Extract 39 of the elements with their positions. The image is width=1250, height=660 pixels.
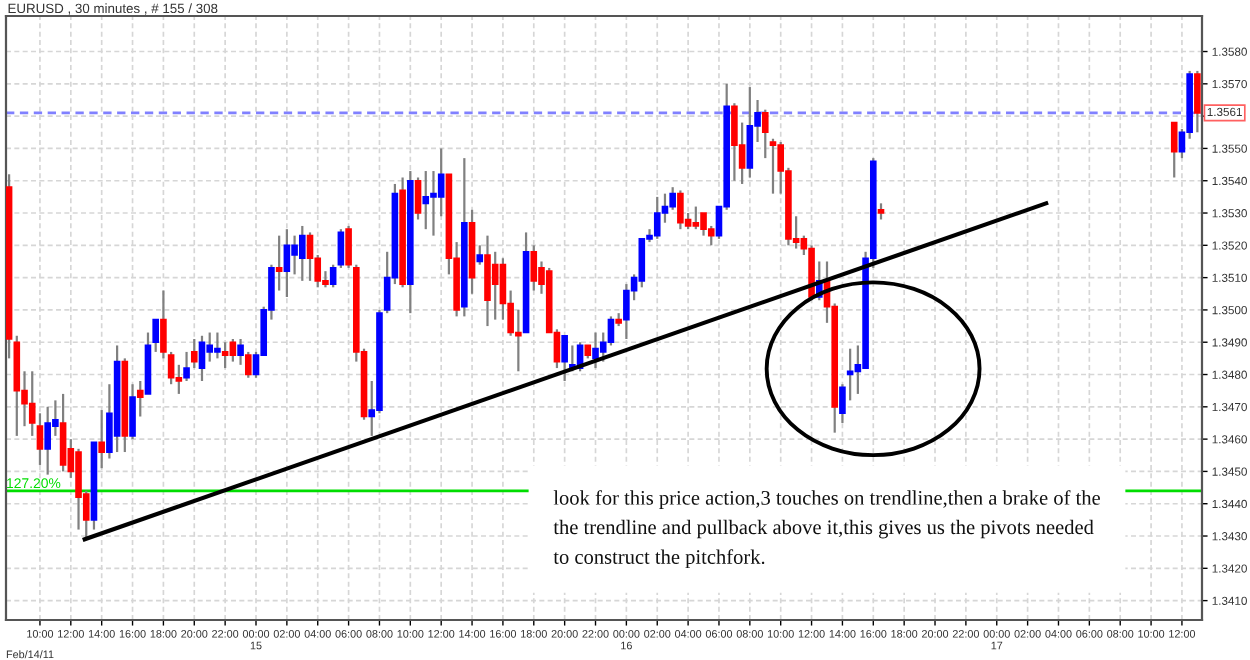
annotation: look for this price action,3 touches on trendline,then a brake of the the trendline and pullback above it,this gives us the pivots needed to construct the pitchfork. <box>553 490 1100 569</box>
candlestick <box>430 169 437 237</box>
candlestick <box>129 383 136 441</box>
candlestick <box>731 102 738 182</box>
candlestick <box>275 234 283 292</box>
candlestick <box>44 405 51 476</box>
candlestick <box>291 234 298 276</box>
candlestick <box>306 231 314 282</box>
candlestick <box>298 224 306 282</box>
candlestick <box>692 205 700 231</box>
candlestick <box>59 392 67 473</box>
candlestick <box>152 318 159 354</box>
candlestick <box>229 337 237 363</box>
candlestick <box>484 234 491 328</box>
candlestick <box>75 447 82 531</box>
candlestick <box>623 282 630 341</box>
candlestick <box>607 315 615 347</box>
candlestick <box>746 85 754 179</box>
candlestick <box>677 189 684 231</box>
candlestick <box>653 195 661 240</box>
candlestick <box>198 334 206 383</box>
candlestick <box>221 341 229 370</box>
candlestick <box>414 176 422 221</box>
candlestick <box>638 237 646 289</box>
candlestick <box>476 244 484 266</box>
candlestick <box>214 331 221 360</box>
candlestick <box>491 250 499 321</box>
candlestick <box>206 331 214 363</box>
candlestick <box>530 244 538 292</box>
candlestick <box>98 408 105 470</box>
candlestick <box>700 211 707 237</box>
candlestick <box>422 169 430 231</box>
candlestick <box>561 334 568 383</box>
candlestick <box>592 331 599 370</box>
candlestick <box>769 137 777 195</box>
candlestick <box>329 263 337 289</box>
candlestick <box>761 108 769 160</box>
candlestick <box>337 228 345 270</box>
candlestick <box>283 228 291 299</box>
